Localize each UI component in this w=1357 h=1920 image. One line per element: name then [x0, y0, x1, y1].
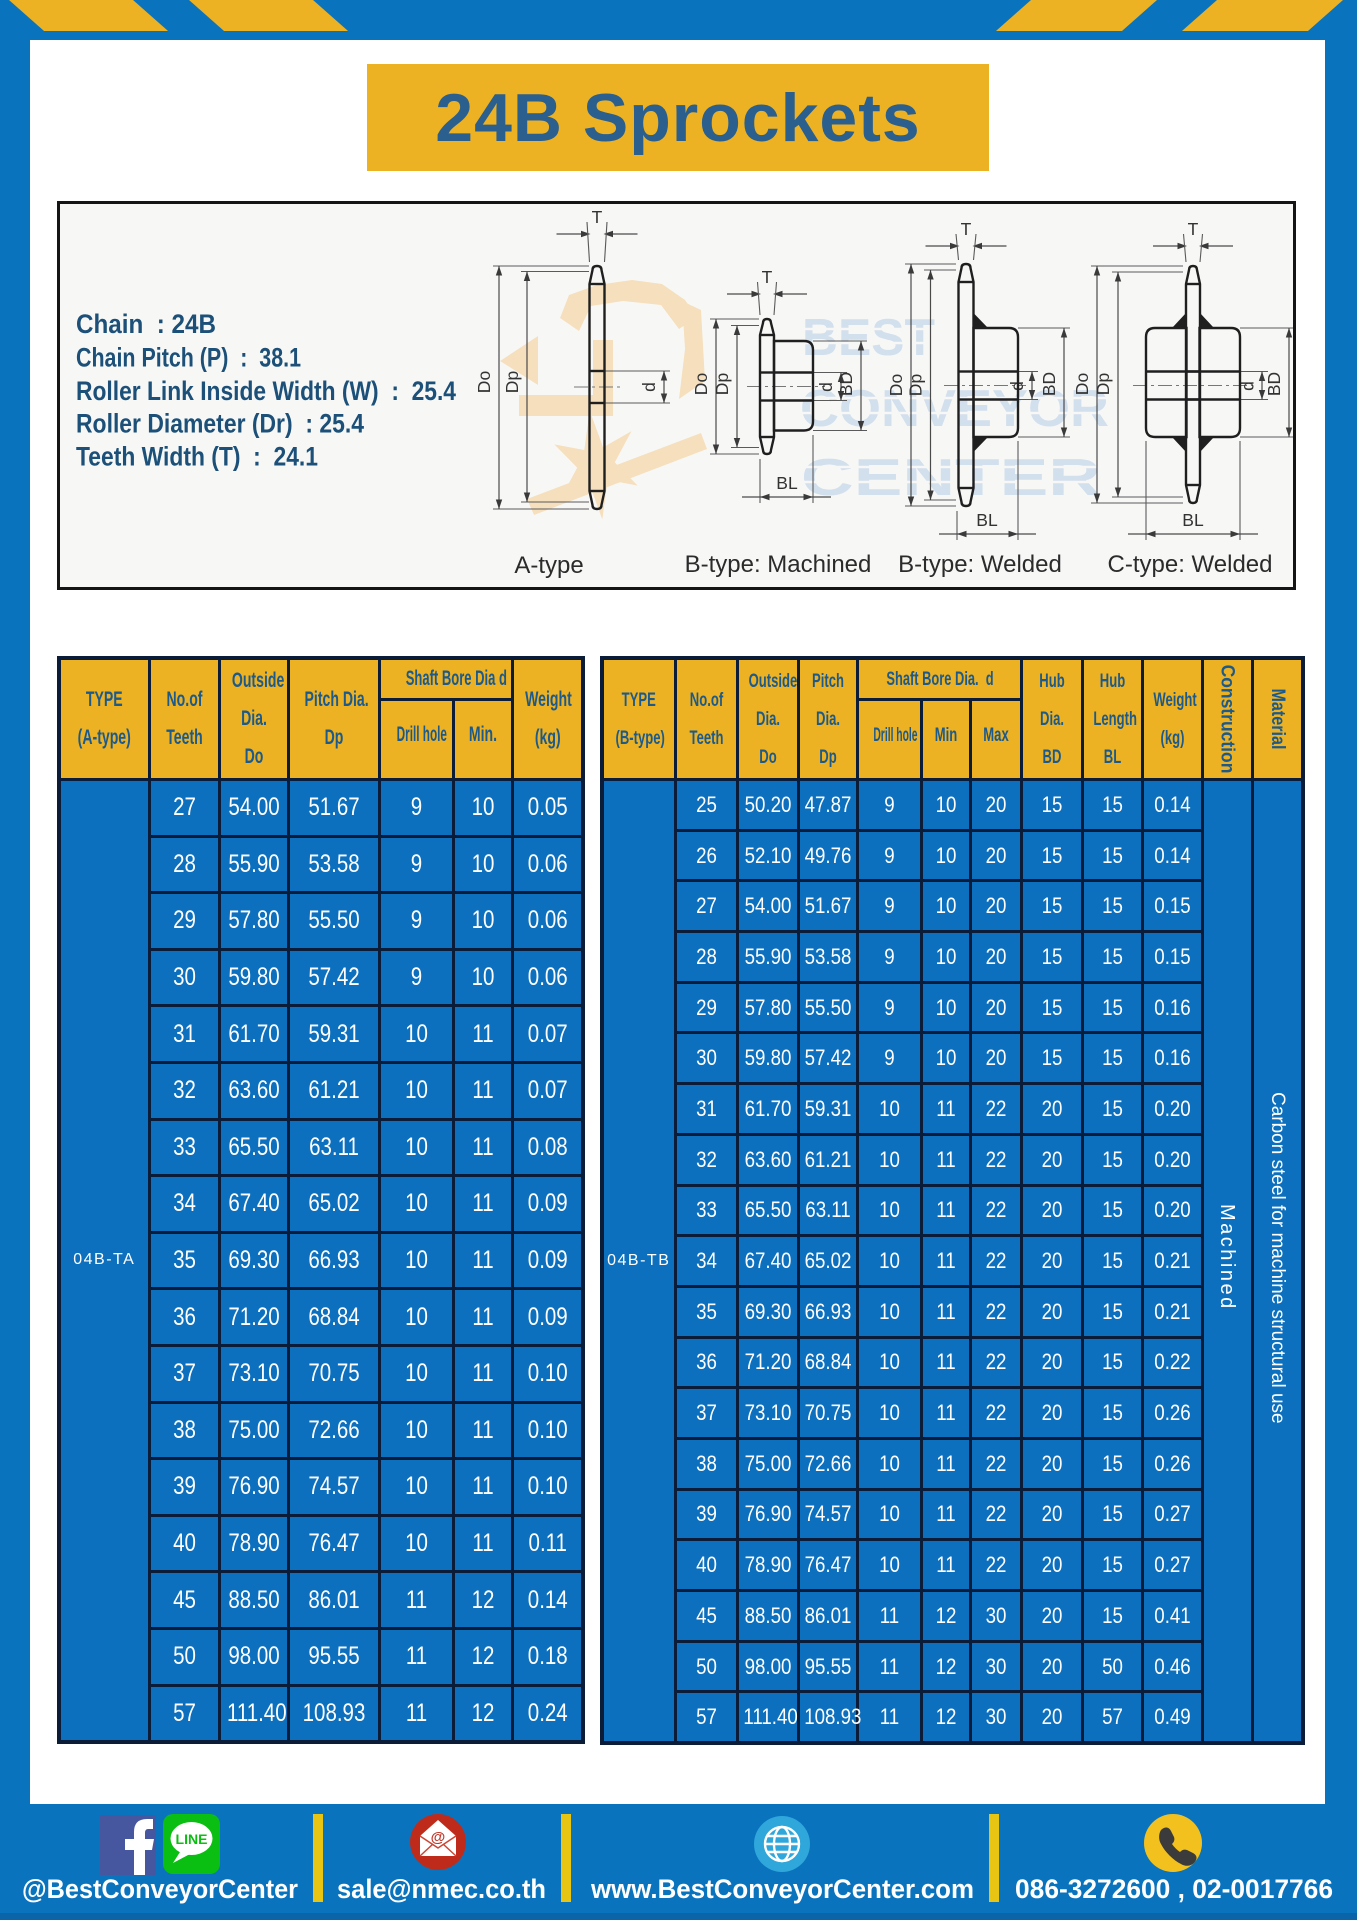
svg-text:CENTER: CENTER — [801, 449, 1101, 507]
svg-text:A-type: A-type — [514, 552, 583, 579]
svg-text:Dp: Dp — [1093, 373, 1113, 395]
svg-text:BL: BL — [776, 473, 798, 493]
svg-text:B-type: Welded: B-type: Welded — [898, 551, 1062, 578]
svg-text:086-3272600 , 02-0017766: 086-3272600 , 02-0017766 — [1015, 1874, 1333, 1904]
svg-text:LINE: LINE — [176, 1831, 208, 1847]
svg-text:d: d — [639, 382, 659, 392]
svg-text:T: T — [961, 219, 972, 239]
svg-text:d: d — [816, 382, 836, 392]
svg-text:C-type: Welded: C-type: Welded — [1108, 551, 1273, 578]
svg-text:T: T — [592, 207, 603, 227]
svg-text:Chain Pitch (P) : 38.1: Chain Pitch (P) : 38.1 — [76, 343, 301, 373]
svg-text:BD: BD — [1264, 372, 1284, 396]
svg-text:Do: Do — [691, 373, 711, 395]
svg-text:BD: BD — [836, 372, 856, 396]
svg-text:BD: BD — [1039, 372, 1059, 396]
svg-text:B-type: Machined: B-type: Machined — [685, 551, 872, 578]
svg-text:Dp: Dp — [906, 374, 926, 396]
svg-text:Roller Diameter (Dr) : 25.4: Roller Diameter (Dr) : 25.4 — [76, 409, 364, 439]
svg-text:T: T — [762, 267, 773, 287]
svg-text:@BestConveyorCenter: @BestConveyorCenter — [22, 1874, 298, 1904]
svg-text:d: d — [1238, 381, 1258, 391]
svg-text:T: T — [1188, 219, 1199, 239]
svg-text:Dp: Dp — [502, 371, 522, 393]
svg-text:Do: Do — [474, 371, 494, 393]
svg-text:Teeth Width (T) : 24.1: Teeth Width (T) : 24.1 — [76, 442, 318, 472]
svg-text:Dp: Dp — [712, 373, 732, 395]
svg-text:Do: Do — [1072, 373, 1092, 395]
svg-text:Do: Do — [886, 374, 906, 396]
svg-text:BL: BL — [976, 510, 998, 530]
svg-text:CONVEYOR: CONVEYOR — [800, 380, 1109, 438]
svg-text:Chain : 24B: Chain : 24B — [76, 309, 216, 339]
svg-text:BEST: BEST — [802, 309, 935, 367]
svg-text:sale@nmec.co.th: sale@nmec.co.th — [337, 1874, 546, 1904]
svg-text:Roller Link Inside Width (W): Roller Link Inside Width (W) : 25.4 — [76, 376, 456, 406]
svg-text:www.BestConveyorCenter.com: www.BestConveyorCenter.com — [590, 1874, 974, 1904]
svg-text:@: @ — [431, 1829, 446, 1846]
svg-text:BL: BL — [1182, 510, 1204, 530]
